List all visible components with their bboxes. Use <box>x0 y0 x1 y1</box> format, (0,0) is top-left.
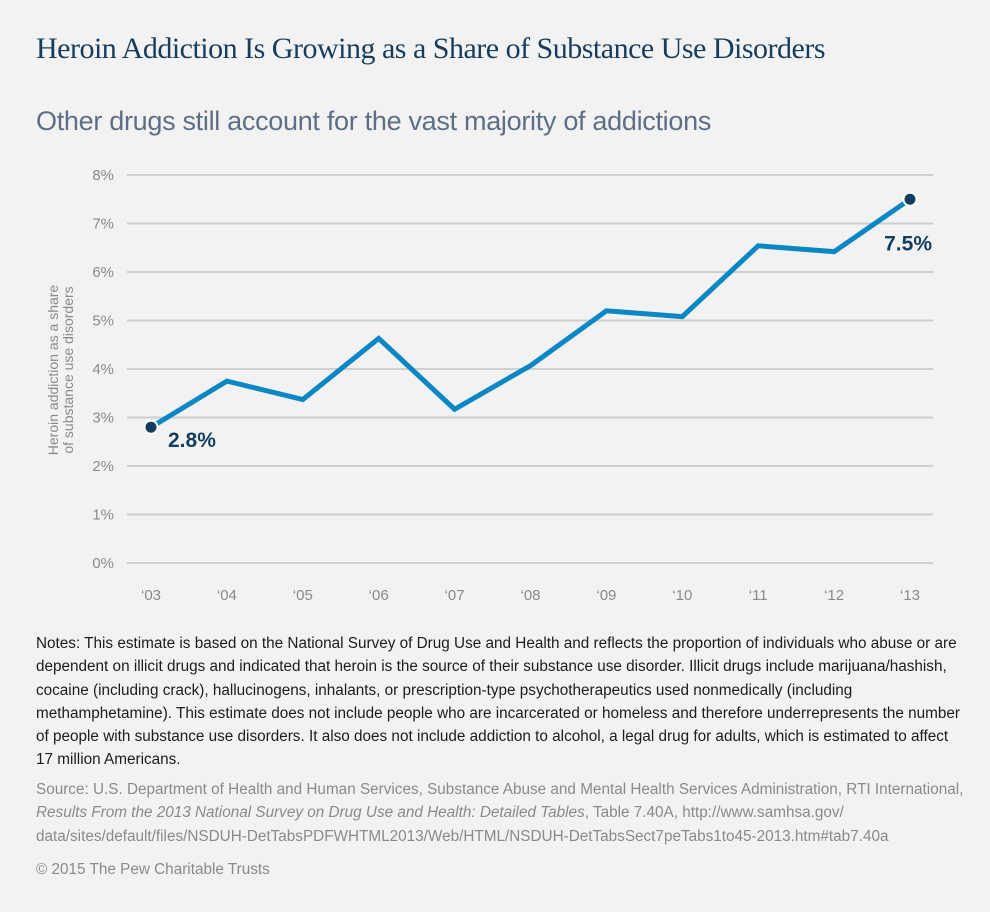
y-axis-label-line: of substance use disorders <box>60 286 76 453</box>
data-point-marker <box>145 421 157 433</box>
chart-title: Heroin Addiction Is Growing as a Share o… <box>36 32 826 65</box>
data-labels: 2.8% 7.5% <box>168 232 932 452</box>
y-tick-label: 0% <box>92 555 114 572</box>
gridlines <box>127 174 933 564</box>
data-label: 2.8% <box>168 429 216 452</box>
data-point-marker <box>904 193 916 205</box>
chart-notes: Notes: This estimate is based on the Nat… <box>36 635 961 769</box>
series-lines <box>149 197 912 430</box>
source-report-title: Results From the 2013 National Survey on… <box>36 804 585 822</box>
x-tick-label: ‘03 <box>141 587 161 604</box>
source-prefix: Source: U.S. Department of Health and Hu… <box>36 781 964 798</box>
chart-source: Source: U.S. Department of Health and Hu… <box>36 778 971 848</box>
x-tick-label: ‘07 <box>445 587 465 604</box>
x-tick-label: ‘09 <box>596 587 616 604</box>
y-axis-ticks: 0% 1% 2% 3% 4% 5% 6% 7% 8% <box>92 167 114 572</box>
y-tick-label: 6% <box>92 264 114 281</box>
line-chart: 0% 1% 2% 3% 4% 5% 6% 7% 8% ‘03 ‘04 ‘05 ‘06 ‘07 ‘08 ‘09… <box>45 167 933 604</box>
x-tick-label: ‘05 <box>293 587 313 604</box>
copyright: © 2015 The Pew Charitable Trusts <box>36 861 270 878</box>
x-tick-label: ‘12 <box>824 587 844 604</box>
y-tick-label: 8% <box>92 167 114 184</box>
x-tick-label: ‘13 <box>900 587 920 604</box>
y-axis-label-line: Heroin addiction as a share <box>45 285 61 456</box>
y-tick-label: 4% <box>92 361 114 378</box>
series-line <box>149 197 912 430</box>
x-tick-label: ‘06 <box>369 587 389 604</box>
data-label: 7.5% <box>884 232 932 255</box>
x-tick-label: ‘04 <box>217 587 237 604</box>
endpoint-markers <box>143 191 918 435</box>
x-axis-ticks: ‘03 ‘04 ‘05 ‘06 ‘07 ‘08 ‘09 ‘10 ‘11 ‘12 ‘13 <box>141 587 920 604</box>
y-tick-label: 7% <box>92 216 114 233</box>
y-tick-label: 5% <box>92 313 114 330</box>
y-tick-label: 3% <box>92 410 114 427</box>
chart-subtitle: Other drugs still account for the vast m… <box>36 106 712 136</box>
y-tick-label: 1% <box>92 507 114 524</box>
x-tick-label: ‘10 <box>672 587 692 604</box>
x-tick-label: ‘08 <box>520 587 540 604</box>
x-tick-label: ‘11 <box>749 587 768 604</box>
source-suffix: , Table 7.40A, http://www.samhsa.gov/ da… <box>36 804 889 845</box>
y-tick-label: 2% <box>92 458 114 475</box>
y-axis-label: Heroin addiction as a shareof substance … <box>45 285 76 456</box>
